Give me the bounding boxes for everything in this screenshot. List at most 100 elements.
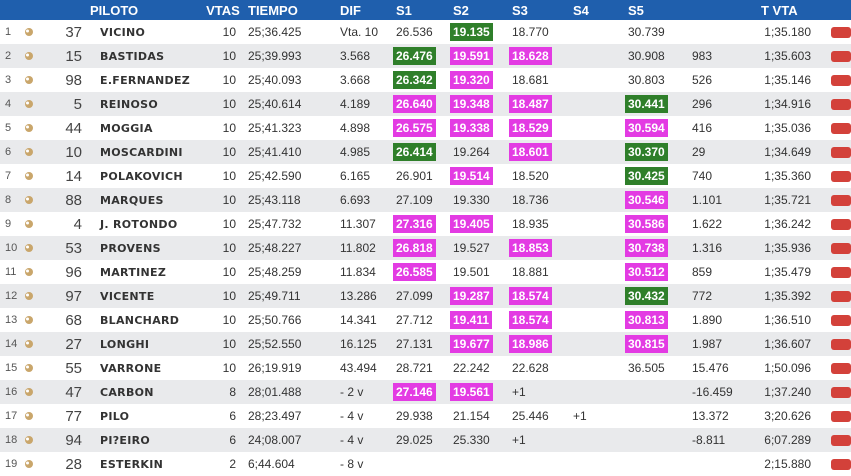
- flag-button[interactable]: [831, 339, 851, 351]
- cell-s3: 18.520: [506, 164, 563, 188]
- s3-value: 18.574: [509, 287, 552, 305]
- cell-driver-name[interactable]: Longhi: [100, 337, 150, 351]
- cell-driver-name[interactable]: Blanchard: [100, 313, 180, 327]
- cell-driver-name[interactable]: Vicente: [100, 289, 155, 303]
- flag-button[interactable]: [831, 459, 851, 471]
- s3-value: 18.681: [512, 73, 549, 87]
- cell-s5: [622, 428, 682, 452]
- cell-driver-name[interactable]: Vicino: [100, 25, 146, 39]
- helmet-icon: [25, 316, 33, 324]
- cell-gap: 1.622: [692, 217, 723, 231]
- cell-car-number: 96: [65, 263, 82, 281]
- cell-s5: 30.594: [622, 116, 682, 140]
- flag-button[interactable]: [831, 147, 851, 159]
- flag-button[interactable]: [831, 291, 851, 303]
- cell-driver-name[interactable]: Pilo: [100, 409, 130, 423]
- cell-dif: - 8 v: [340, 457, 364, 471]
- cell-driver-name[interactable]: Bastidas: [100, 49, 165, 63]
- cell-driver-name[interactable]: Esterkin: [100, 457, 164, 471]
- flag-button[interactable]: [831, 411, 851, 423]
- flag-button[interactable]: [831, 171, 851, 183]
- cell-tiempo: 24;08.007: [248, 433, 302, 447]
- flag-button[interactable]: [831, 267, 851, 279]
- cell-driver-name[interactable]: J. Rotondo: [100, 217, 178, 231]
- flag-button[interactable]: [831, 123, 851, 135]
- s2-value: 19.287: [450, 287, 493, 305]
- flag-button[interactable]: [831, 99, 851, 111]
- s3-value: +1: [512, 385, 526, 399]
- cell-flag: [831, 68, 851, 92]
- table-row: 2 15 Bastidas 10 25;39.993 3.568 26.476 19.591 1…: [0, 44, 851, 68]
- cell-dif: - 4 v: [340, 409, 364, 423]
- cell-driver-name[interactable]: Moggia: [100, 121, 153, 135]
- cell-s4: [563, 236, 622, 260]
- cell-position: 18: [5, 434, 18, 446]
- cell-tvta: 1;35.479: [764, 265, 811, 279]
- cell-s1: 26.342: [390, 68, 447, 92]
- s5-value: [625, 440, 631, 444]
- s5-value: [625, 392, 631, 396]
- table-row: 4 5 Reinoso 10 25;40.614 4.189 26.640 19.348 18.…: [0, 92, 851, 116]
- flag-button[interactable]: [831, 387, 851, 399]
- cell-driver-name[interactable]: Carbon: [100, 385, 154, 399]
- cell-laps: 10: [222, 169, 236, 183]
- s5-value: 30.512: [625, 263, 668, 281]
- cell-s2: 19.561: [447, 380, 506, 404]
- cell-s4: [563, 452, 622, 476]
- helmet-icon: [25, 460, 33, 468]
- cell-s4: [563, 68, 622, 92]
- cell-gap: 1.316: [692, 241, 723, 255]
- cell-position: 17: [5, 410, 18, 422]
- table-row: 11 96 Martinez 10 25;48.259 11.834 26.585 19.50…: [0, 260, 851, 284]
- cell-icon: [22, 236, 52, 260]
- cell-flag: [831, 260, 851, 284]
- flag-button[interactable]: [831, 315, 851, 327]
- cell-icon: [22, 164, 52, 188]
- cell-driver-name[interactable]: Reinoso: [100, 97, 159, 111]
- cell-s1: 26.640: [390, 92, 447, 116]
- flag-button[interactable]: [831, 27, 851, 39]
- cell-s2: 22.242: [447, 356, 506, 380]
- table-row: 12 97 Vicente 10 25;49.711 13.286 27.099 19.287…: [0, 284, 851, 308]
- cell-tvta: 1;35.360: [764, 169, 811, 183]
- cell-s4: [563, 116, 622, 140]
- cell-dif: 6.165: [340, 169, 371, 183]
- cell-s3: 18.881: [506, 260, 563, 284]
- cell-icon: [22, 332, 52, 356]
- cell-car-number: 53: [65, 239, 82, 257]
- cell-s1: 28.721: [390, 356, 447, 380]
- flag-button[interactable]: [831, 51, 851, 63]
- cell-driver-name[interactable]: Polakovich: [100, 169, 183, 183]
- flag-button[interactable]: [831, 435, 851, 447]
- cell-laps: 10: [222, 73, 236, 87]
- cell-driver-name[interactable]: Varrone: [100, 361, 162, 375]
- helmet-icon: [25, 52, 33, 60]
- flag-button[interactable]: [831, 243, 851, 255]
- cell-driver-name[interactable]: Moscardini: [100, 145, 183, 159]
- cell-driver-name[interactable]: E.Fernandez: [100, 73, 191, 87]
- table-row: 3 98 E.Fernandez 10 25;40.093 3.668 26.342 19.3…: [0, 68, 851, 92]
- cell-s2: 19.591: [447, 44, 506, 68]
- cell-car-number: 14: [65, 167, 82, 185]
- cell-driver-name[interactable]: Pi?eiro: [100, 433, 151, 447]
- cell-flag: [831, 308, 851, 332]
- cell-s4: [563, 164, 622, 188]
- s2-value: 19.338: [450, 119, 493, 137]
- s3-value: 18.601: [509, 143, 552, 161]
- cell-icon: [22, 212, 52, 236]
- flag-button[interactable]: [831, 75, 851, 87]
- cell-driver-name[interactable]: Provens: [100, 241, 161, 255]
- cell-laps: 10: [222, 145, 236, 159]
- flag-button[interactable]: [831, 195, 851, 207]
- s5-value: 30.815: [625, 335, 668, 353]
- header-s1: S1: [390, 0, 447, 20]
- cell-driver-name[interactable]: Martinez: [100, 265, 167, 279]
- cell-gap: 296: [692, 97, 713, 111]
- flag-button[interactable]: [831, 363, 851, 375]
- flag-button[interactable]: [831, 219, 851, 231]
- cell-car-number: 15: [65, 47, 82, 65]
- s1-value: 27.109: [396, 193, 433, 207]
- cell-s4: [563, 380, 622, 404]
- cell-s2: 19.330: [447, 188, 506, 212]
- cell-driver-name[interactable]: Marques: [100, 193, 164, 207]
